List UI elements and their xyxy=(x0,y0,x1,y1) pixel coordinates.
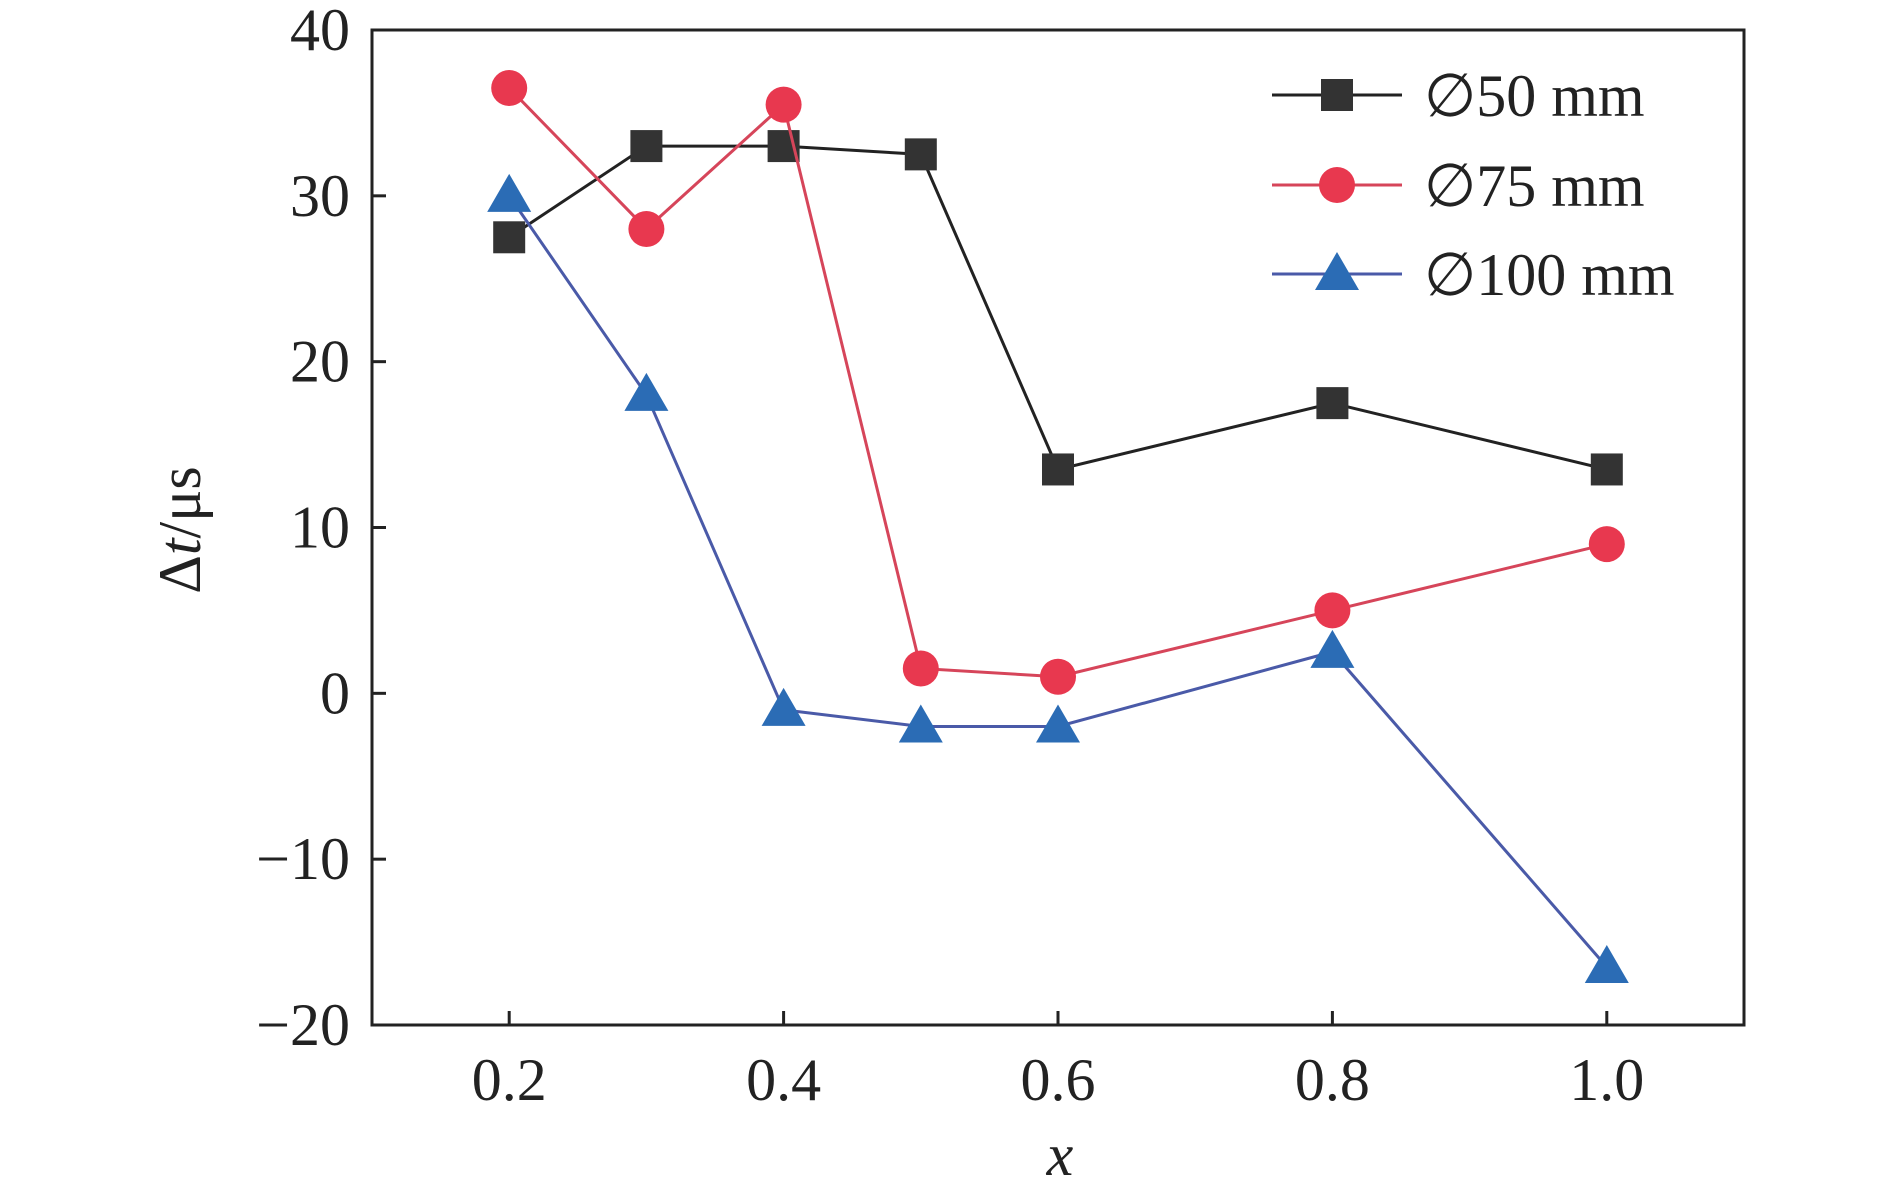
legend: ∅50 mm ∅75 mm ∅100 mm xyxy=(1272,63,1675,308)
data-point xyxy=(491,70,528,107)
x-tick-label: 0.4 xyxy=(746,1047,821,1113)
y-axis-label: Δt/μs xyxy=(147,466,213,593)
series-2 xyxy=(487,173,1629,983)
x-axis-label: x xyxy=(1046,1122,1074,1188)
data-point xyxy=(1314,592,1351,629)
series-0 xyxy=(493,130,1623,486)
legend-item: ∅50 mm xyxy=(1272,63,1645,129)
data-point xyxy=(630,130,663,163)
data-point xyxy=(1588,526,1625,563)
legend-marker xyxy=(1315,252,1359,290)
x-tick-label: 1.0 xyxy=(1569,1047,1644,1113)
data-point xyxy=(487,173,532,212)
x-tick-label: 0.6 xyxy=(1021,1047,1096,1113)
data-point xyxy=(1316,387,1349,420)
x-tick-label: 0.8 xyxy=(1295,1047,1370,1113)
y-tick-label: 20 xyxy=(290,329,350,395)
data-point xyxy=(624,372,669,411)
legend-label: ∅100 mm xyxy=(1424,242,1675,308)
data-point xyxy=(1036,704,1080,743)
legend-label: ∅50 mm xyxy=(1424,63,1645,129)
x-tick-label: 0.2 xyxy=(472,1047,547,1113)
data-point xyxy=(493,221,526,254)
data-point xyxy=(1042,453,1074,486)
data-point xyxy=(1590,453,1623,486)
data-point xyxy=(628,211,665,247)
data-point xyxy=(765,86,802,123)
data-point xyxy=(1584,944,1629,983)
y-tick-label: −20 xyxy=(256,992,350,1058)
y-tick-label: 40 xyxy=(290,0,350,63)
data-point xyxy=(902,650,939,687)
y-tick-label: 30 xyxy=(290,163,350,229)
data-point xyxy=(904,138,937,171)
y-tick-label: −10 xyxy=(256,826,350,892)
legend-item: ∅100 mm xyxy=(1272,242,1675,308)
y-tick-label: 10 xyxy=(290,495,350,561)
data-point xyxy=(761,687,806,726)
legend-marker xyxy=(1321,79,1353,111)
data-point xyxy=(898,704,943,743)
y-tick-label: 0 xyxy=(320,660,350,726)
legend-item: ∅75 mm xyxy=(1272,153,1645,219)
series-layer xyxy=(487,70,1629,983)
ticks-layer: 0.2 0.4 0.6 0.8 1.0 −20 −10 0 10 20 30 40 xyxy=(256,0,1644,1113)
series-line xyxy=(507,194,1608,968)
legend-label: ∅75 mm xyxy=(1424,153,1645,219)
data-point xyxy=(1310,629,1355,668)
series-1 xyxy=(491,70,1625,695)
data-point xyxy=(1040,658,1076,695)
legend-marker xyxy=(1319,167,1355,203)
